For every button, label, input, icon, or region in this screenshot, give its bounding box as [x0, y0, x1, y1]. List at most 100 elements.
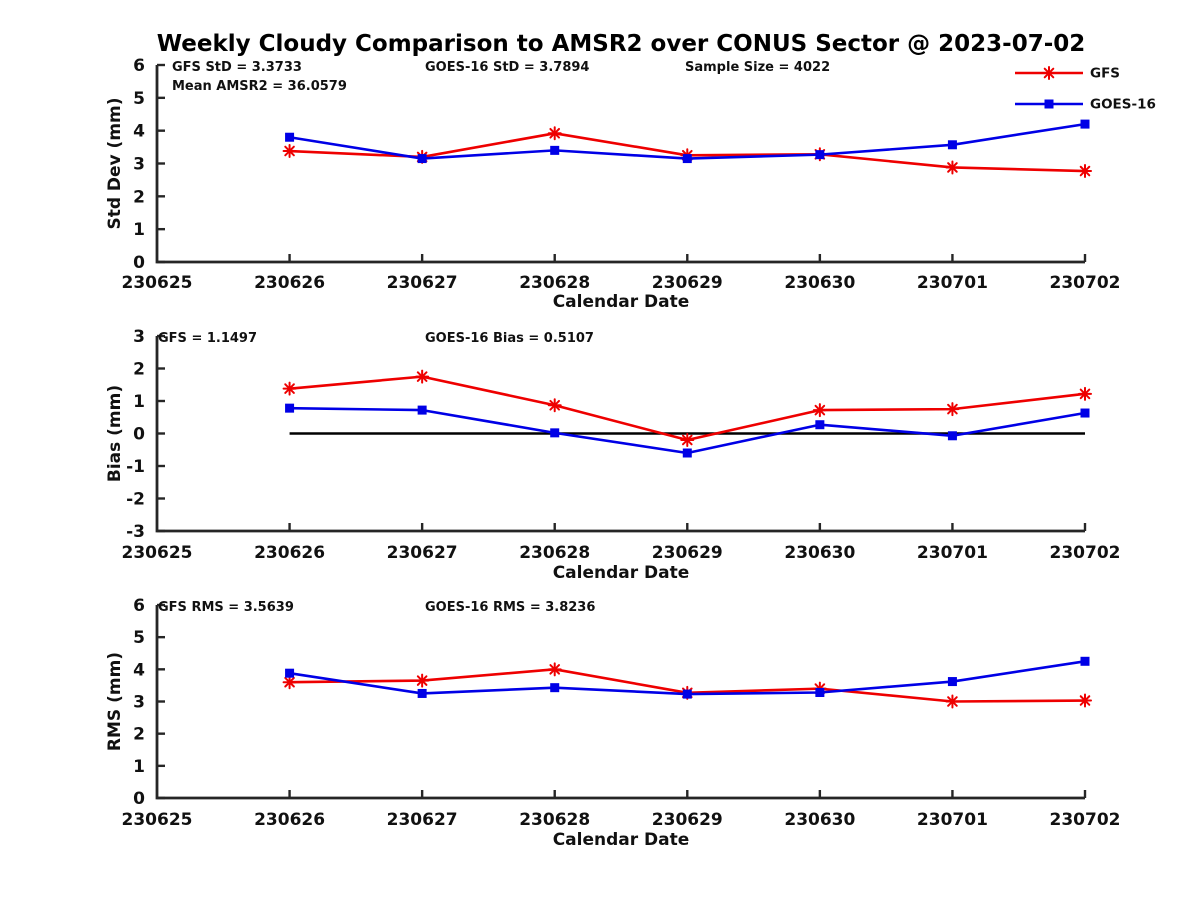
- x-tick-label: 230628: [519, 543, 590, 563]
- x-tick-label: 230625: [122, 273, 193, 293]
- rms-panel: 0 1 2 3 4 5 6 230625 230626 230627 230628 230629 230…: [105, 596, 1120, 850]
- legend-gfs-asterisk-marker: [1042, 66, 1056, 80]
- rms-goes-16-square-marker: [285, 668, 295, 678]
- asterisk-spoke: [1043, 67, 1055, 79]
- y-tick-label: 5: [133, 628, 145, 648]
- y-tick-label: 0: [133, 253, 145, 273]
- x-tick-label: 230630: [784, 810, 855, 830]
- rms-goes-16-square-marker: [947, 677, 957, 687]
- rms-gfs-asterisk-marker: [945, 694, 960, 709]
- y-tick-label: -2: [126, 489, 145, 509]
- y-tick-label: 5: [133, 89, 145, 109]
- rms-annotation: GFS RMS = 3.5639: [158, 600, 294, 615]
- rms-goes-16-square-marker: [815, 687, 825, 697]
- rms-xaxis-label: Calendar Date: [553, 830, 690, 850]
- rms-goes-16-square-marker: [1080, 656, 1090, 666]
- rms-goes-16-square-marker: [550, 683, 560, 693]
- y-tick-label: 3: [133, 692, 145, 712]
- stddev-goes-16-square-marker: [815, 150, 825, 160]
- asterisk-spoke: [1079, 388, 1091, 400]
- asterisk-spoke: [1079, 695, 1091, 706]
- y-tick-label: 4: [133, 660, 145, 680]
- y-tick-label: 0: [133, 789, 145, 809]
- y-tick-label: 3: [133, 327, 145, 347]
- asterisk-spoke: [814, 404, 826, 416]
- bias-goes-16-square-marker: [682, 448, 692, 458]
- rms-goes-16-square-marker: [417, 688, 427, 698]
- bias-goes-16-square-marker: [285, 403, 295, 413]
- x-tick-label: 230701: [917, 543, 988, 563]
- bias-panel: -3 -2 -1 0 1 2 3 230625 230626 230627 230628 230629…: [105, 327, 1120, 583]
- x-tick-label: 230701: [917, 273, 988, 293]
- asterisk-spoke: [416, 371, 428, 382]
- y-tick-label: 2: [133, 187, 145, 207]
- stddev-goes-16-square-marker: [285, 132, 295, 142]
- stddev-gfs-asterisk-marker: [547, 126, 562, 141]
- x-tick-label: 230627: [387, 273, 458, 293]
- asterisk-spoke: [284, 383, 295, 394]
- y-tick-label: 1: [133, 392, 145, 412]
- stddev-goes-16-square-marker: [682, 154, 692, 164]
- legend: GFS GOES-16: [1015, 66, 1156, 113]
- bias-goes-16-square-marker: [550, 428, 560, 438]
- asterisk-spoke: [549, 127, 561, 139]
- bias-gfs-asterisk-marker: [945, 402, 960, 417]
- asterisk-spoke: [947, 696, 958, 707]
- stddev-gfs-asterisk-marker: [1078, 164, 1092, 179]
- legend-label: GOES-16: [1090, 97, 1156, 113]
- stddev-panel: 0 1 2 3 4 5 6 230625 230626 230627 230628 230629 230…: [105, 56, 1120, 312]
- bias-goes-16-square-marker: [947, 431, 957, 441]
- x-tick-label: 230627: [387, 810, 458, 830]
- x-tick-label: 230630: [784, 273, 855, 293]
- rms-annotation: GOES-16 RMS = 3.8236: [425, 600, 595, 615]
- y-tick-label: 6: [133, 596, 145, 616]
- y-tick-label: -3: [126, 522, 145, 542]
- y-tick-label: -1: [126, 457, 145, 477]
- stddev-annotation: GOES-16 StD = 3.7894: [425, 60, 589, 75]
- rms-goes-16-square-marker: [682, 689, 692, 699]
- stddev-axis: [155, 65, 1085, 264]
- x-tick-label: 230626: [254, 273, 325, 293]
- x-tick-label: 230629: [652, 810, 723, 830]
- stddev-annotation: GFS StD = 3.3733: [172, 60, 302, 75]
- bias-annotation: GFS = 1.1497: [158, 331, 257, 346]
- asterisk-spoke: [284, 145, 295, 157]
- bias-goes-16-square-marker: [815, 420, 825, 430]
- bias-gfs-asterisk-marker: [415, 369, 430, 384]
- stddev-goes-16-square-marker: [550, 145, 560, 155]
- asterisk-spoke: [681, 434, 693, 446]
- y-tick-label: 1: [133, 220, 145, 240]
- rms-gfs-asterisk-marker: [415, 673, 430, 688]
- bias-annotation: GOES-16 Bias = 0.5107: [425, 331, 594, 346]
- bias-goes-16-square-marker: [417, 405, 427, 415]
- stddev-annotation: Mean AMSR2 = 36.0579: [172, 79, 347, 94]
- asterisk-spoke: [947, 162, 958, 173]
- x-tick-label: 230701: [917, 810, 988, 830]
- x-tick-label: 230629: [652, 273, 723, 293]
- x-tick-label: 230625: [122, 543, 193, 563]
- stddev-goes-16-square-marker: [947, 140, 957, 150]
- rms-gfs-asterisk-marker: [1078, 693, 1092, 708]
- stddev-yaxis-label: Std Dev (mm): [105, 97, 125, 229]
- y-tick-label: 2: [133, 359, 145, 379]
- bias-gfs-asterisk-marker: [547, 398, 562, 413]
- x-tick-label: 230629: [652, 543, 723, 563]
- asterisk-spoke: [549, 399, 561, 411]
- legend-goes-16-square-marker: [1044, 99, 1054, 109]
- rms-gfs-asterisk-marker: [282, 675, 297, 690]
- x-tick-label: 230626: [254, 543, 325, 563]
- bias-gfs-asterisk-marker: [1078, 386, 1092, 401]
- legend-label: GFS: [1090, 66, 1120, 82]
- y-tick-label: 0: [133, 424, 145, 444]
- stddev-annotation: Sample Size = 4022: [685, 60, 830, 75]
- asterisk-spoke: [284, 676, 295, 688]
- y-tick-label: 3: [133, 154, 145, 174]
- bias-gfs-asterisk-marker: [282, 381, 297, 396]
- stddev-xaxis-label: Calendar Date: [553, 292, 690, 312]
- bias-goes-16-square-marker: [1080, 408, 1090, 418]
- stddev-gfs-asterisk-marker: [945, 160, 960, 175]
- legend-entry-goes-16: GOES-16: [1015, 97, 1156, 113]
- bias-gfs-asterisk-marker: [680, 433, 695, 447]
- figure-title: Weekly Cloudy Comparison to AMSR2 over C…: [156, 31, 1086, 57]
